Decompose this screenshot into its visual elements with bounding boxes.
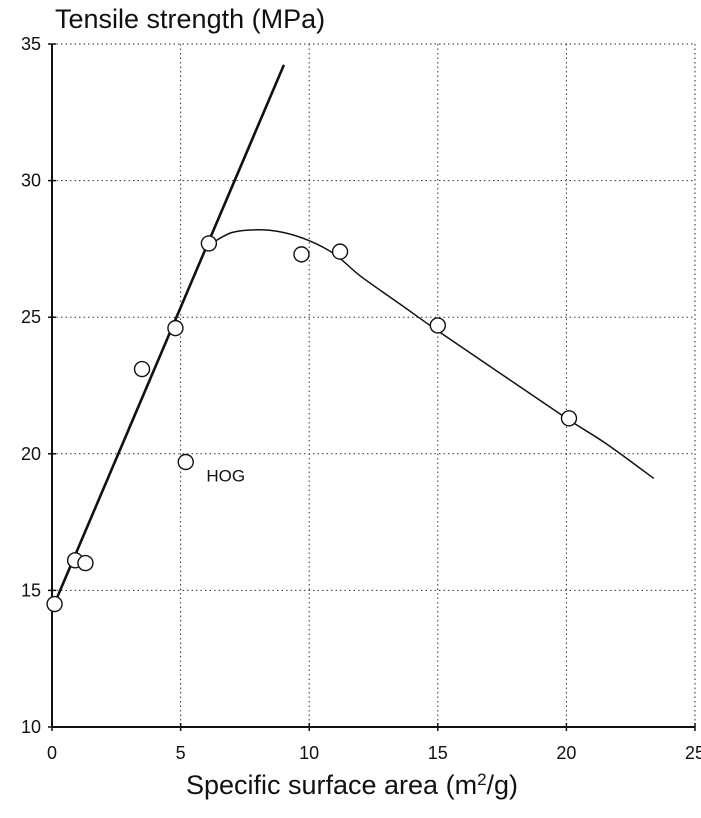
grid-lines <box>52 44 695 727</box>
data-point-7 <box>200 235 218 252</box>
y-tick-label-35: 35 <box>21 34 41 54</box>
data-point-10 <box>429 317 446 334</box>
data-point-9 <box>331 243 349 260</box>
x-tick-label-25: 25 <box>685 743 701 763</box>
data-point-1 <box>46 595 63 613</box>
data-point-5 <box>167 319 184 337</box>
x-tick-label-0: 0 <box>47 743 57 763</box>
data-point-11 <box>560 410 578 427</box>
annotation-hog: HOG <box>206 467 245 486</box>
curve-fit-line <box>211 229 655 480</box>
axes <box>48 43 696 731</box>
y-tick-label-25: 25 <box>21 307 41 327</box>
x-axis-label: Specific surface area (m2/g) <box>186 770 518 801</box>
annotations: HOG <box>206 467 245 486</box>
data-point-3 <box>77 554 94 572</box>
data-point-6 <box>177 453 194 471</box>
y-tick-label-20: 20 <box>21 444 41 464</box>
x-tick-label-10: 10 <box>299 743 319 763</box>
data-points <box>46 235 578 613</box>
data-point-8 <box>293 246 310 263</box>
x-tick-label-15: 15 <box>428 743 448 763</box>
y-tick-label-10: 10 <box>21 717 41 737</box>
linear-fit-line <box>50 64 285 611</box>
x-tick-label-5: 5 <box>176 743 186 763</box>
data-point-4 <box>133 360 151 378</box>
y-tick-label-30: 30 <box>21 171 41 191</box>
x-tick-label-20: 20 <box>556 743 576 763</box>
y-tick-label-15: 15 <box>21 580 41 600</box>
y-tick-labels: 10 15 20 25 30 35 <box>21 34 41 737</box>
chart-title: Tensile strength (MPa) <box>55 4 325 34</box>
fit-lines <box>50 64 655 611</box>
x-tick-labels: 0 5 10 15 20 25 <box>47 743 701 763</box>
